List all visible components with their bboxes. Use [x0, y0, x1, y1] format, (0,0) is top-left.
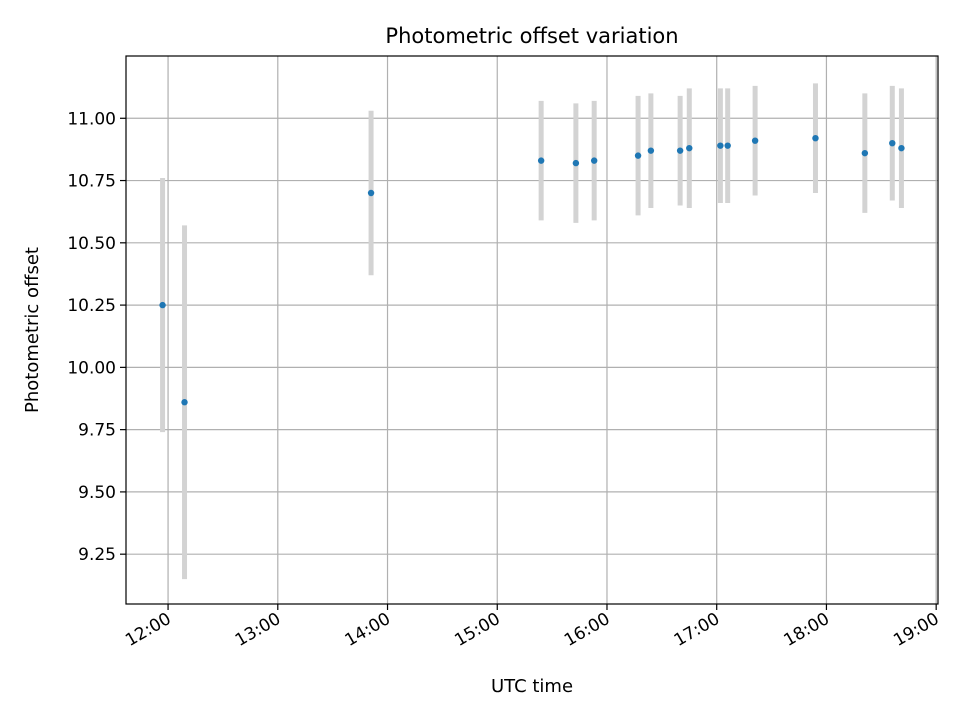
data-point	[751, 137, 759, 144]
y-axis-label: Photometric offset	[22, 247, 43, 413]
data-point	[724, 142, 731, 149]
data-point	[898, 144, 905, 152]
x-axis-label: UTC time	[491, 676, 573, 697]
y-tick-label: 10.50	[67, 234, 116, 254]
chart-title: Photometric offset variation	[385, 24, 678, 48]
grid	[126, 56, 938, 604]
y-tick-label: 9.25	[78, 545, 116, 565]
data-point	[634, 152, 642, 159]
y-tick-label: 10.25	[67, 296, 116, 316]
data-point	[647, 147, 655, 154]
data-point	[590, 157, 598, 164]
data-points	[159, 135, 905, 406]
y-tick-label: 10.00	[67, 358, 116, 378]
y-tick-label: 10.75	[67, 172, 116, 192]
data-point	[717, 142, 724, 149]
data-point	[686, 144, 693, 152]
data-point	[181, 399, 188, 406]
data-point	[159, 301, 166, 309]
y-tick-label: 9.50	[78, 483, 116, 503]
data-point	[676, 147, 684, 154]
y-tick-label: 11.00	[67, 109, 116, 129]
y-tick-label: 9.75	[78, 421, 116, 441]
plot-frame	[125, 55, 939, 605]
data-point	[889, 139, 896, 147]
data-point	[367, 189, 375, 197]
y-axis-ticks: 9.25 9.50 9.75 10.00 10.25 10.50 10.75 11.00	[67, 109, 126, 565]
data-point	[861, 149, 869, 157]
data-point	[812, 135, 819, 142]
data-point	[572, 159, 580, 167]
data-point	[537, 157, 545, 164]
